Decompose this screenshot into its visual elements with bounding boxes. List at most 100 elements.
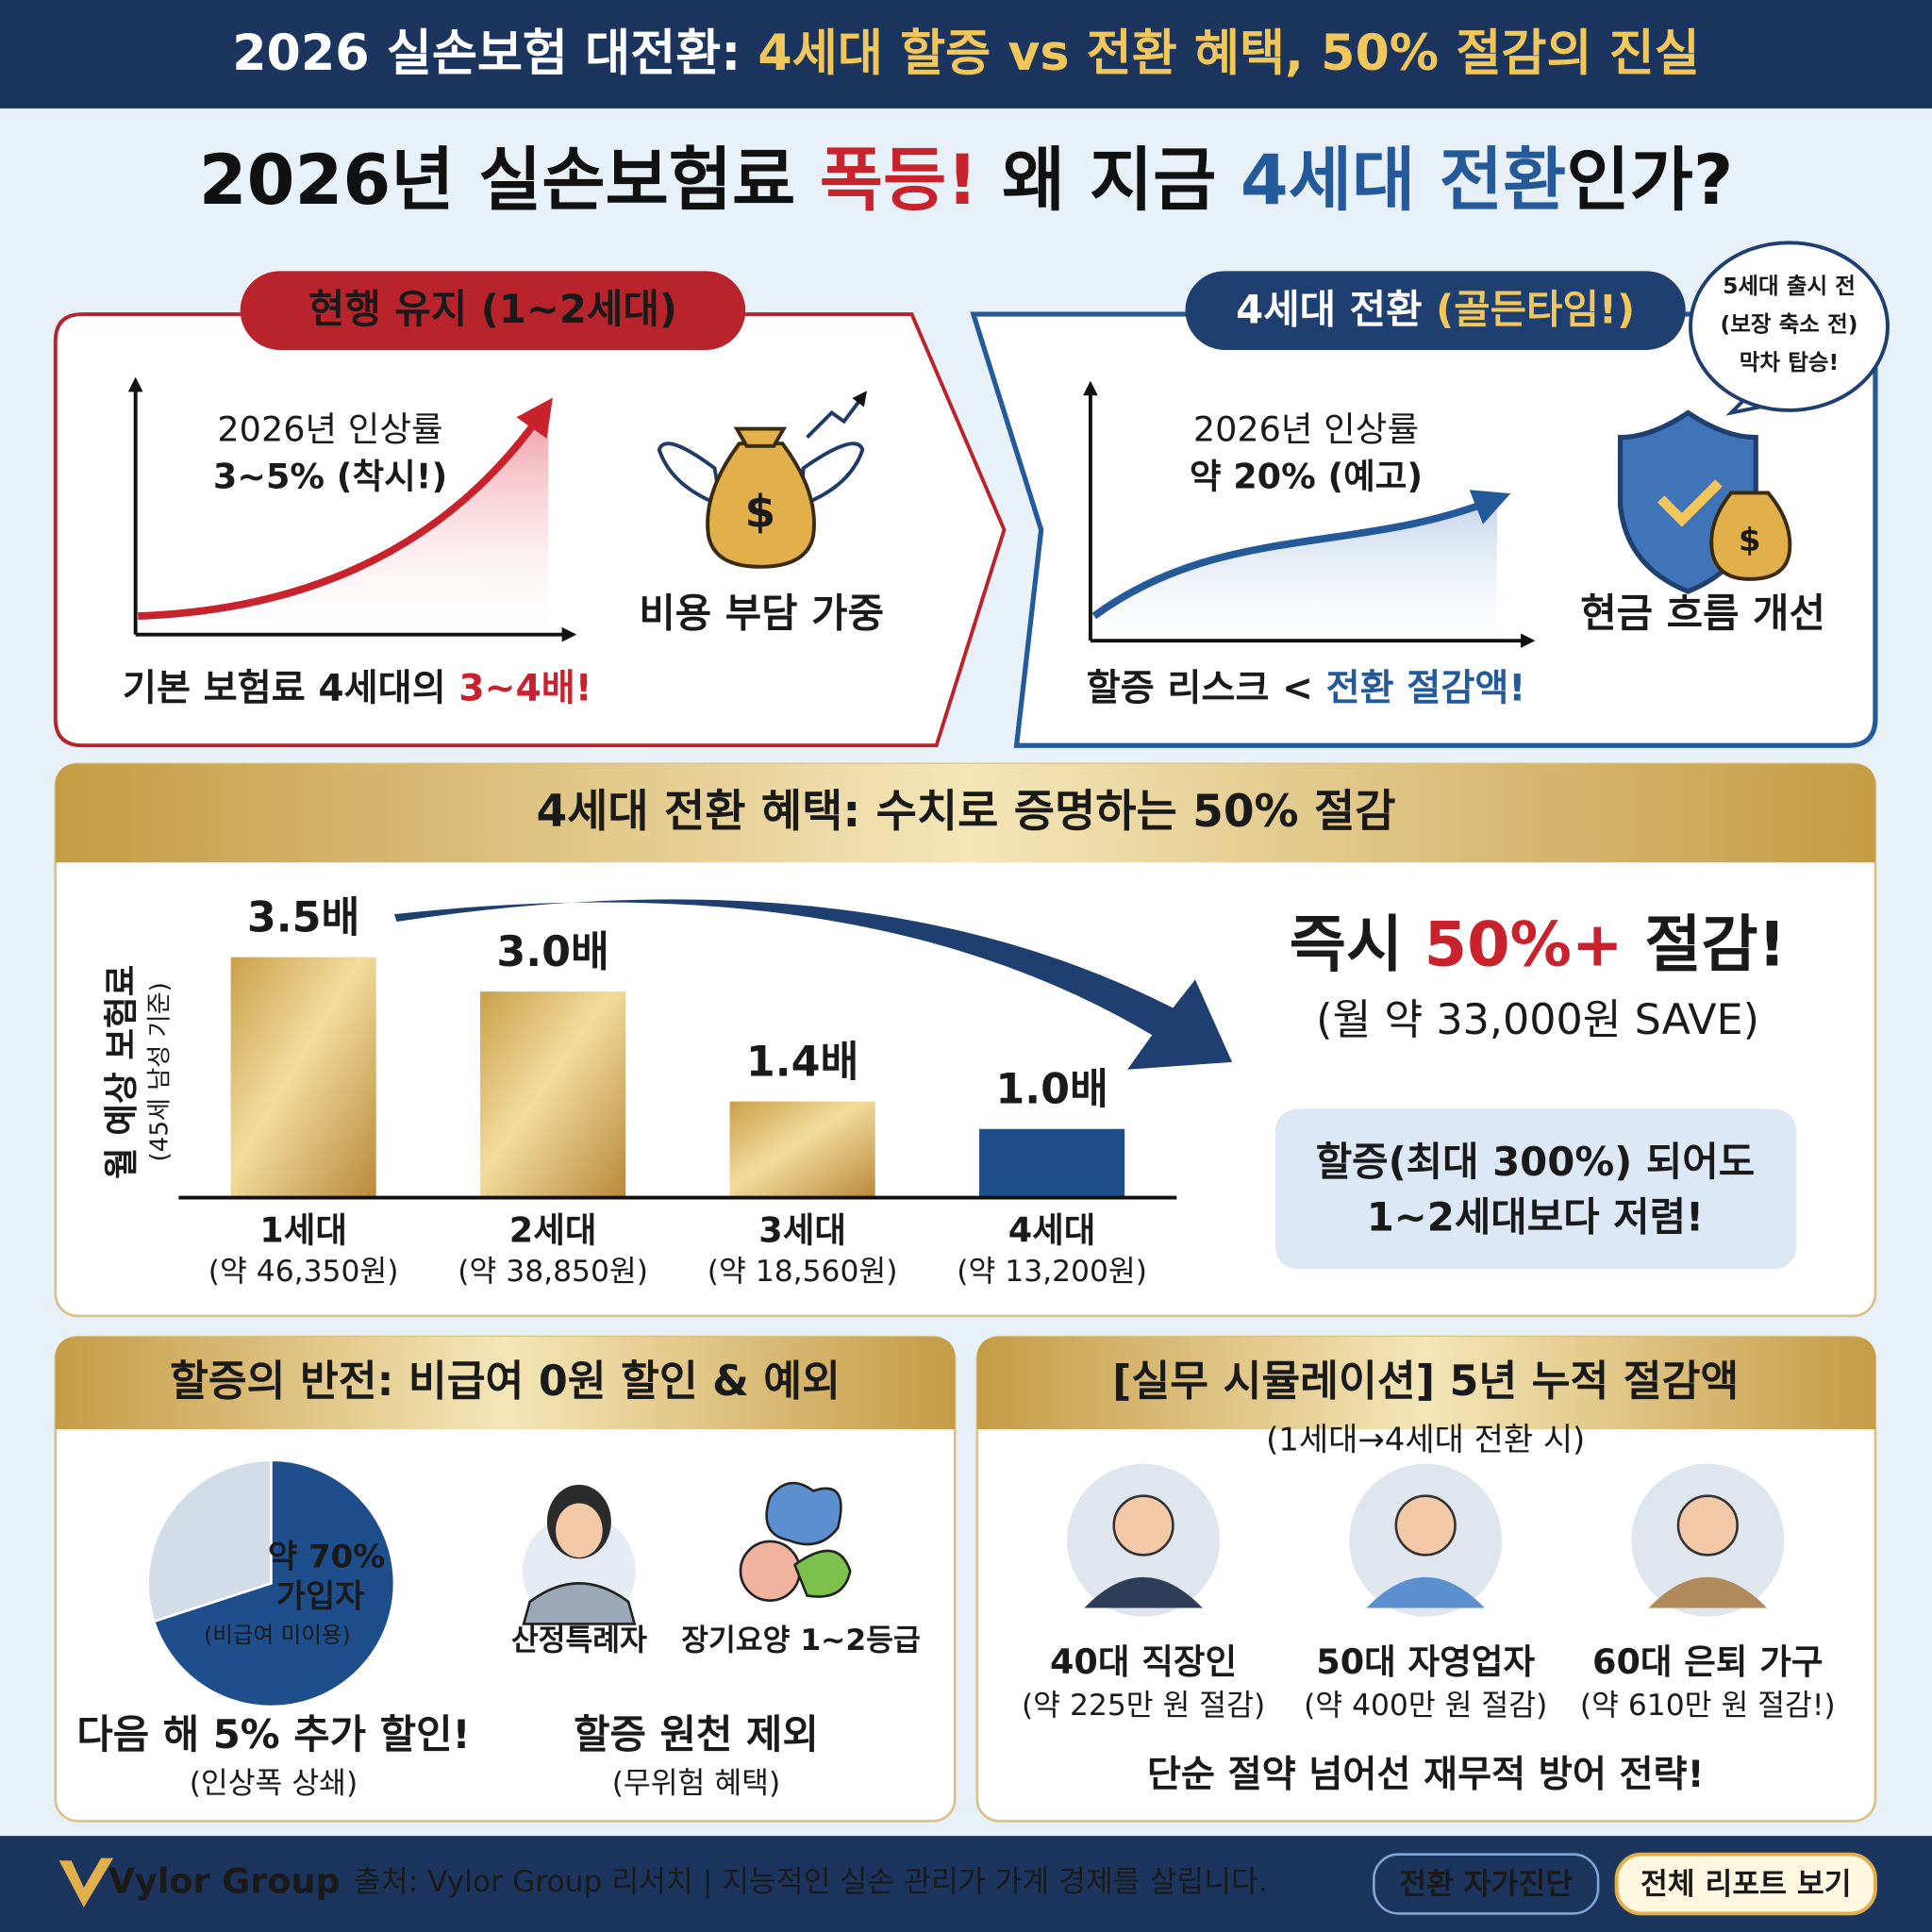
persona-avatar xyxy=(1067,1463,1221,1617)
persona-avatar xyxy=(1631,1463,1785,1617)
x-tick-label: 4세대 xyxy=(1008,1210,1096,1251)
report-button[interactable]: 전체 리포트 보기 xyxy=(1614,1852,1877,1916)
avatar-body xyxy=(1084,1576,1203,1608)
persona-name: 50대 자영업자 xyxy=(1316,1641,1535,1682)
y-axis-label: 월 예상 보험료 xyxy=(101,965,142,1179)
x-tick-sublabel: (약 46,350원) xyxy=(208,1255,399,1289)
left-footer-part: 3~4배! xyxy=(458,667,591,709)
right-mini-chart xyxy=(1083,380,1536,649)
avatar-head xyxy=(1112,1494,1174,1557)
discount: 다음 해 5% 추가 할인! xyxy=(76,1711,470,1757)
bar xyxy=(230,957,376,1198)
simulation-footer: 단순 절약 넘어선 재무적 방어 전략! xyxy=(1147,1754,1705,1796)
right-footer-part: 할증 리스크 < xyxy=(1087,667,1326,709)
shield-icon-part xyxy=(1709,491,1792,581)
x-tick-sublabel: (약 13,200원) xyxy=(957,1255,1147,1289)
avatar-head xyxy=(1676,1494,1739,1557)
bar-chart: 3.5배 1세대 (약 46,350원) 3.0배 2세대 (약 38,850원) 1.4배… xyxy=(178,894,1177,1289)
right-tab xyxy=(1185,271,1686,350)
money-bag-wings-icon-part xyxy=(657,441,724,508)
callout-headline: 즉시 50%+ 절감! xyxy=(1290,909,1787,981)
care-icon xyxy=(739,1481,852,1602)
exception-title: 할증 원천 제외 xyxy=(574,1711,819,1757)
headline-part: 4세대 전환 xyxy=(1241,141,1566,221)
right-chart-value: 약 20% (예고) xyxy=(1190,456,1423,496)
headline-part: 폭등! xyxy=(820,141,978,221)
button-frame[interactable] xyxy=(1614,1852,1877,1916)
care-icon-part xyxy=(792,1549,852,1598)
personas: 40대 직장인 (약 225만 원 절감) 50대 자영업자 (약 400만 원 절감… xyxy=(1022,1463,1836,1723)
callout-part: 즉시 xyxy=(1290,909,1424,981)
bubble-line: (보장 축소 전) xyxy=(1721,310,1858,337)
money-bag-wings-icon-part xyxy=(706,441,816,569)
money-bag-wings-icon-part: $ xyxy=(745,486,776,538)
header-bar xyxy=(0,0,1932,108)
left-chart-label: 2026년 인상률 xyxy=(217,409,442,450)
person-icon-part xyxy=(522,1582,637,1625)
header-title: 2026 실손보험 대전환: 4세대 할증 vs 전환 혜택, 50% 절감의 … xyxy=(232,25,1700,82)
button-label[interactable]: 전체 리포트 보기 xyxy=(1641,1867,1852,1901)
left-mini-chart-part xyxy=(138,407,549,635)
headline: 2026년 실손보험료 폭등! 왜 지금 4세대 전환인가? xyxy=(199,141,1734,221)
left-icon-label: 비용 부담 가중 xyxy=(639,591,884,637)
chart-title: 4세대 전환 혜택: 수치로 증명하는 50% 절감 xyxy=(536,786,1395,838)
bubble-line: 5세대 출시 전 xyxy=(1723,273,1856,299)
bar-value-label: 1.0배 xyxy=(995,1066,1108,1114)
speech-bubble-part xyxy=(1689,241,1890,412)
right-footer: 할증 리스크 < 전환 절감액! xyxy=(1087,667,1526,709)
bar-value-label: 1.4배 xyxy=(746,1038,858,1086)
chart-header-band xyxy=(55,763,1875,863)
speech-bubble xyxy=(1689,241,1890,416)
callout-box-line: 할증(최대 300%) 되어도 xyxy=(1316,1139,1755,1185)
right-mini-chart-part xyxy=(1093,498,1497,641)
headline-part: 왜 지금 xyxy=(978,141,1241,221)
footer-bar xyxy=(0,1836,1932,1932)
simulation-title: [실무 시뮬레이션] 5년 누적 절감액 xyxy=(1112,1357,1739,1406)
bar-value-label: 3.0배 xyxy=(496,928,608,976)
surcharge-title: 할증의 반전: 비급여 0원 할인 & 예외 xyxy=(170,1357,841,1406)
x-tick-sublabel: (약 18,560원) xyxy=(708,1255,898,1289)
callout-box-line: 1~2세대보다 저렴! xyxy=(1367,1194,1704,1241)
right-icon-label: 현금 흐름 개선 xyxy=(1580,591,1825,637)
surcharge-header-band xyxy=(55,1337,956,1430)
x-tick-sublabel: (약 38,850원) xyxy=(458,1255,648,1289)
header-title-part: 2026 실손보험 대전환: xyxy=(232,25,758,82)
simulation-header-band xyxy=(976,1337,1875,1430)
x-tick-label: 2세대 xyxy=(509,1210,597,1251)
shield-icon-part xyxy=(1657,479,1723,527)
pie-value-label: 약 70% xyxy=(268,1539,385,1576)
discount-sub: (인상폭 상쇄) xyxy=(190,1766,358,1800)
button-label[interactable]: 전환 자가진단 xyxy=(1399,1867,1573,1901)
logo xyxy=(58,1857,114,1907)
trend-arrow xyxy=(393,899,1233,1070)
pie-category-sublabel: (비급여 미이용) xyxy=(204,1622,351,1648)
button-frame[interactable] xyxy=(1373,1853,1600,1915)
money-bag-wings-icon: $ xyxy=(657,391,867,569)
persona-saving: (약 610만 원 절감!) xyxy=(1580,1689,1836,1723)
left-mini-chart-part xyxy=(138,397,553,620)
simulation-subtitle: (1세대→4세대 전환 시) xyxy=(1266,1422,1585,1459)
bar-value-label: 3.5배 xyxy=(247,894,359,942)
self-check-button[interactable]: 전환 자가진단 xyxy=(1373,1853,1600,1915)
source: 출처: Vylor Group 리서치 | 지능적인 실손 관리가 가계 경제를… xyxy=(354,1865,1268,1899)
persona-avatar xyxy=(1349,1463,1503,1617)
persona-name: 60대 은퇴 가구 xyxy=(1592,1641,1824,1682)
exception-item: 산정특례자 xyxy=(511,1624,647,1657)
persona-saving: (약 225만 원 절감) xyxy=(1022,1689,1265,1723)
brand: Vylor Group xyxy=(108,1860,341,1901)
left-tab xyxy=(240,271,746,350)
callout-box xyxy=(1274,1108,1797,1270)
bar xyxy=(729,1101,875,1198)
header-title-part: 4세대 할증 vs 전환 혜택, 50% 절감의 진실 xyxy=(758,25,1699,82)
pie-chart: 약 70%가입자 (비급여 미이용) xyxy=(146,1458,396,1708)
shield-icon-part: $ xyxy=(1739,522,1761,559)
money-bag-wings-icon-part xyxy=(733,426,788,448)
left-tab-label: 현행 유지 (1~2세대) xyxy=(308,286,677,332)
y-axis-sublabel: (45세 남성 기준) xyxy=(145,982,174,1161)
right-tab-label: 4세대 전환 (골든타임!) xyxy=(1236,286,1635,332)
care-icon-part xyxy=(765,1481,842,1546)
bubble-line: 막차 탑승! xyxy=(1740,349,1839,375)
headline-part: 2026년 실손보험료 xyxy=(199,141,820,221)
callout-sub: (월 약 33,000원 SAVE) xyxy=(1316,996,1759,1044)
